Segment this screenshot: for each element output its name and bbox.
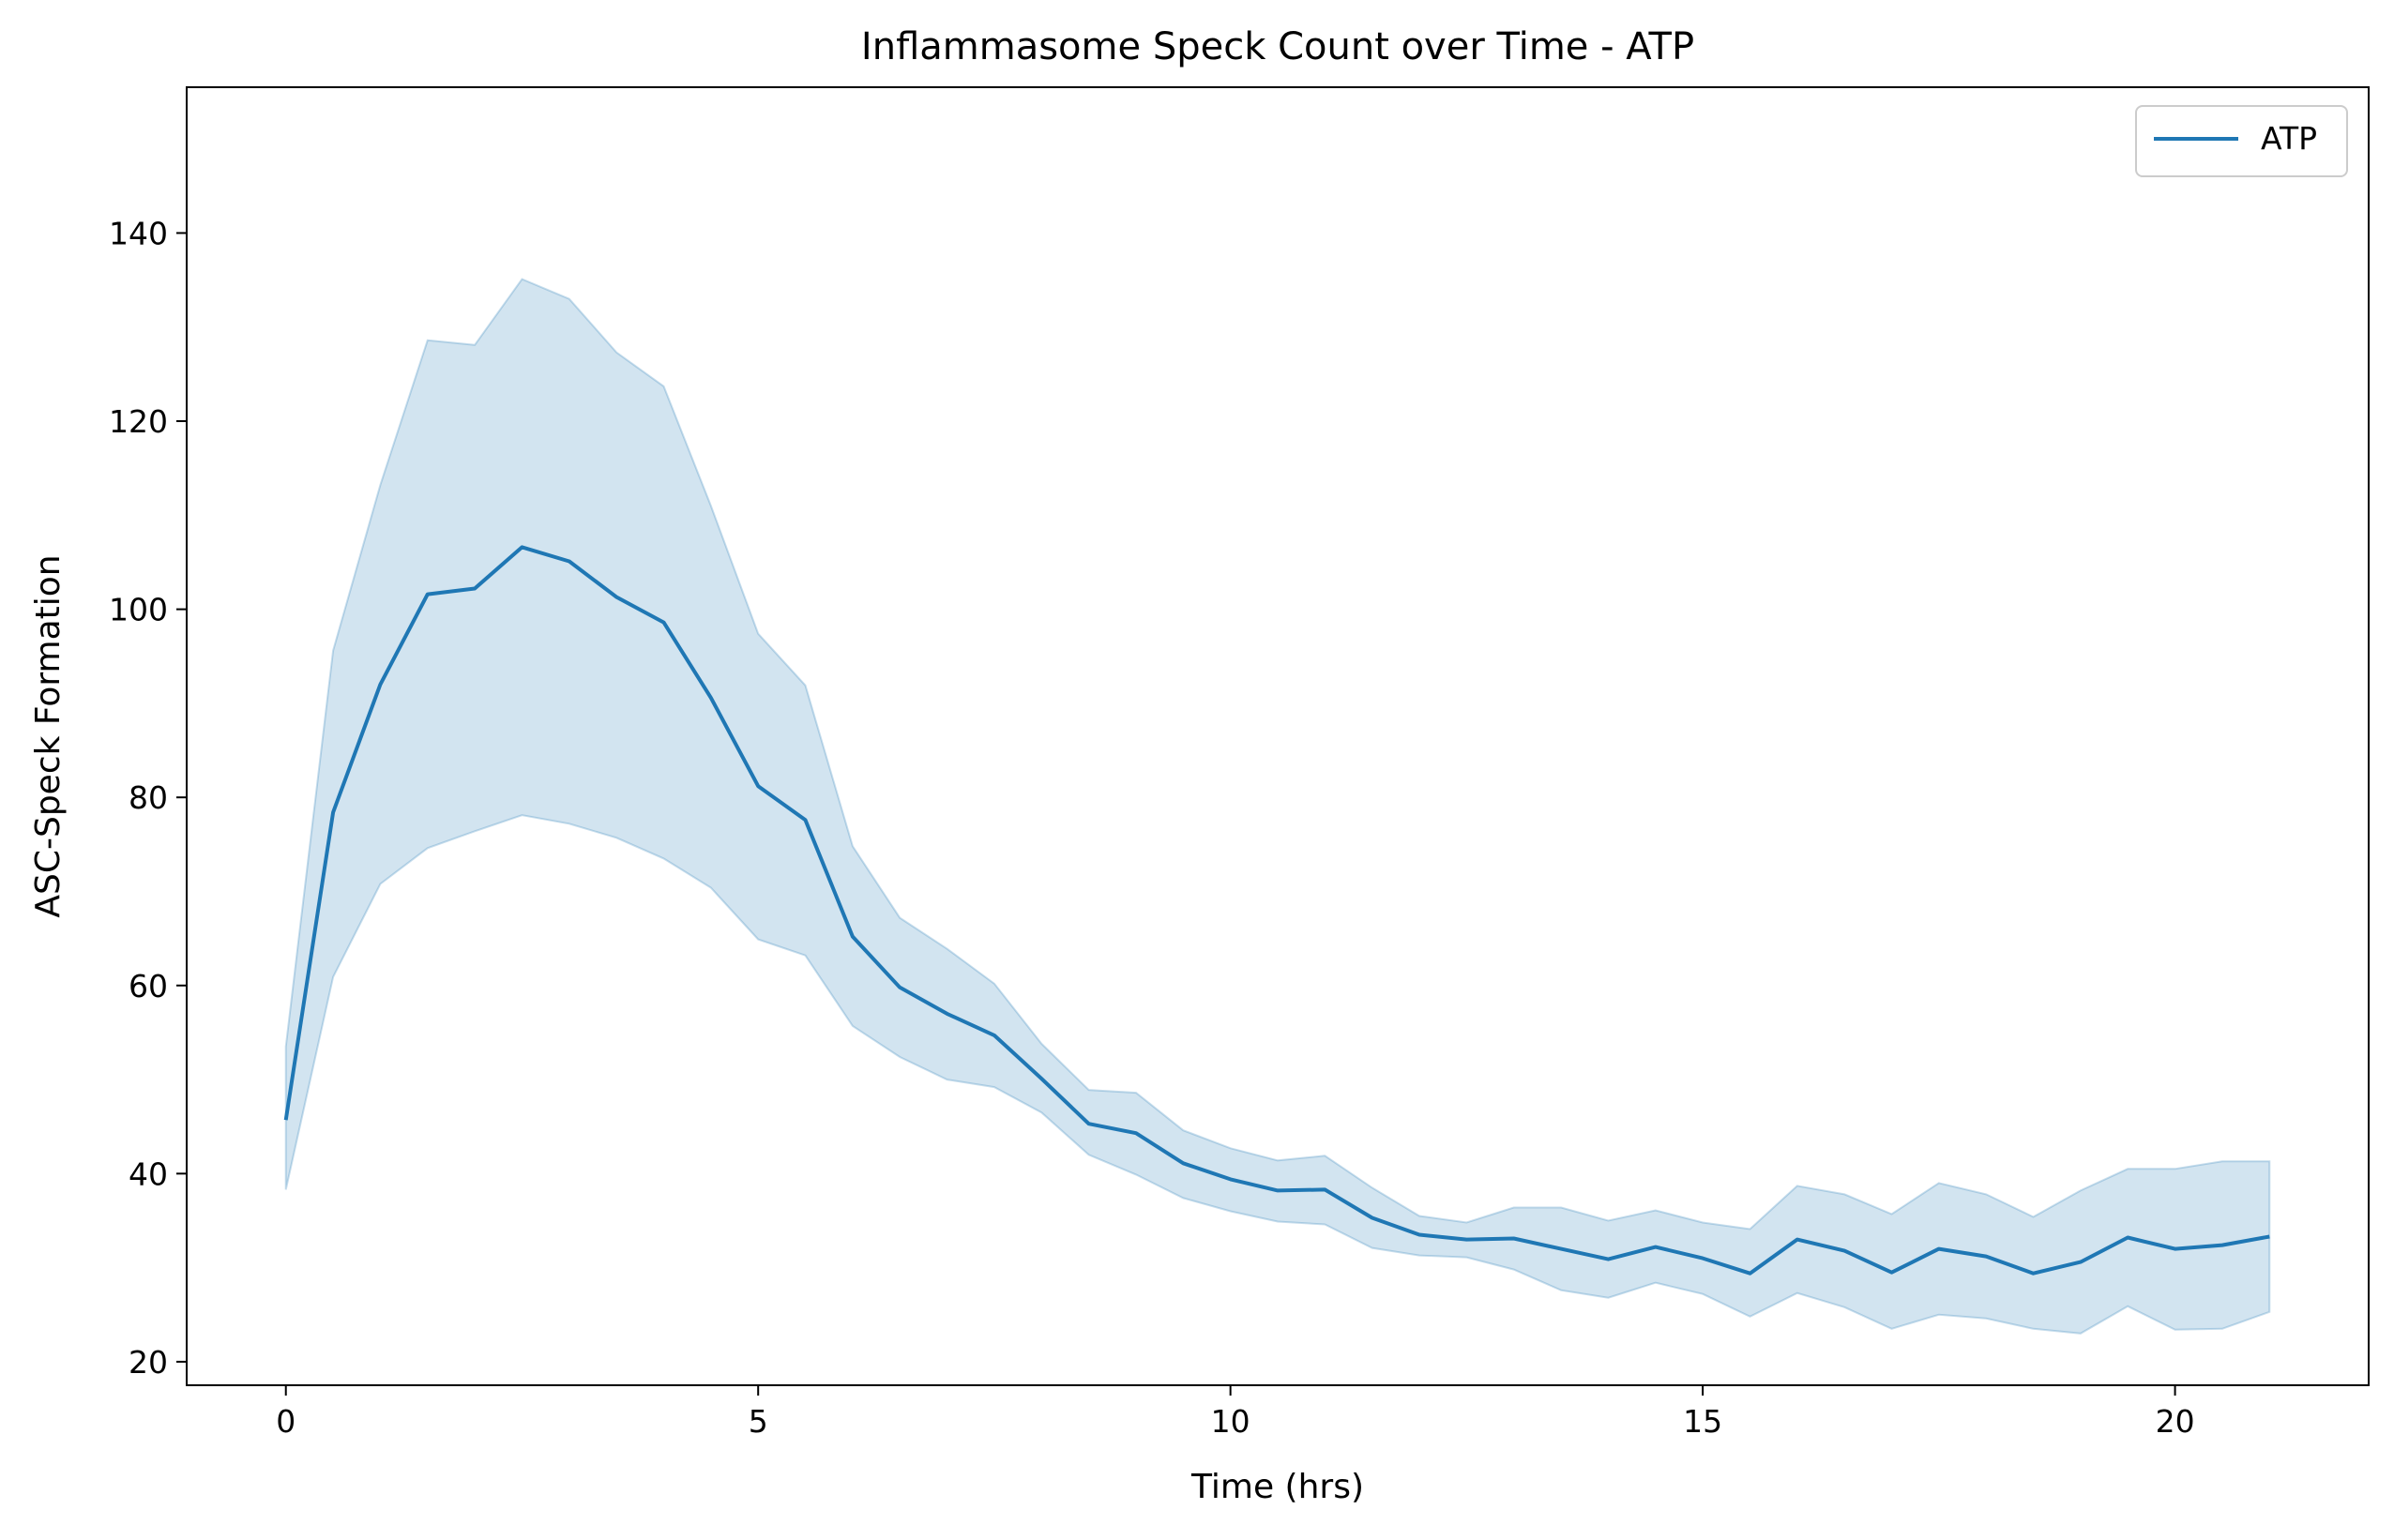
legend: ATP [2135, 105, 2348, 177]
data-point [1134, 1131, 1138, 1135]
data-point [1039, 1077, 1043, 1080]
data-point [1701, 1257, 1705, 1261]
data-point [898, 986, 902, 989]
y-tick-label: 60 [129, 968, 168, 1004]
y-axis-ticks: 20 40 60 80 100 120 140 [109, 215, 187, 1381]
series-line-atp [283, 545, 2270, 1276]
data-point [426, 593, 430, 596]
data-point [1654, 1246, 1658, 1249]
x-tick-label: 20 [2156, 1403, 2195, 1440]
data-point [2032, 1272, 2036, 1276]
data-point [709, 696, 713, 700]
data-point [568, 560, 571, 564]
data-point [756, 784, 760, 788]
data-point [2079, 1261, 2083, 1264]
y-tick-label: 140 [109, 215, 168, 251]
y-tick-label: 20 [129, 1344, 168, 1381]
legend-box [2135, 105, 2348, 177]
data-point [851, 935, 855, 939]
data-point [2267, 1235, 2271, 1239]
data-point [1087, 1122, 1091, 1125]
x-tick-label: 15 [1683, 1403, 1722, 1440]
y-tick-label: 40 [129, 1155, 168, 1192]
data-point [614, 596, 618, 599]
data-point [378, 683, 382, 687]
data-point [284, 1118, 288, 1122]
x-axis-label: Time (hrs) [1190, 1468, 1364, 1506]
data-point [662, 621, 666, 625]
x-tick-label: 5 [749, 1403, 768, 1440]
data-point [2126, 1236, 2129, 1240]
y-tick-label: 100 [109, 592, 168, 628]
data-point [2174, 1247, 2177, 1251]
data-point [1323, 1187, 1326, 1191]
x-tick-label: 0 [276, 1403, 295, 1440]
data-point [331, 810, 335, 814]
data-point [1890, 1271, 1894, 1275]
data-point [804, 818, 808, 822]
data-point [2220, 1244, 2224, 1247]
data-point [1181, 1161, 1185, 1165]
data-point [1606, 1258, 1610, 1261]
data-point [1276, 1188, 1280, 1192]
x-tick-label: 10 [1211, 1403, 1250, 1440]
x-axis-ticks: 0 5 10 15 20 [276, 1385, 2195, 1440]
data-point [1984, 1255, 1988, 1259]
data-point [1796, 1238, 1799, 1242]
confidence-band-atp [284, 278, 2271, 1335]
y-tick-label: 120 [109, 403, 168, 440]
data-point [1937, 1247, 1941, 1251]
plot-area [283, 278, 2271, 1335]
data-point [1512, 1237, 1516, 1241]
data-point [1464, 1238, 1468, 1242]
data-point [992, 1034, 996, 1037]
data-point [1229, 1177, 1233, 1181]
data-point [1559, 1247, 1563, 1251]
data-point [1417, 1233, 1421, 1237]
plot-frame [186, 86, 2370, 1386]
chart-title: Inflammasome Speck Count over Time - ATP [861, 25, 1694, 68]
data-point [521, 545, 524, 549]
y-axis-label: ASC-Speck Formation [29, 554, 68, 917]
data-point [1749, 1272, 1752, 1276]
data-point [1371, 1216, 1374, 1220]
y-tick-label: 80 [129, 779, 168, 816]
legend-label-atp: ATP [2261, 120, 2317, 157]
data-point [946, 1012, 949, 1016]
data-point [473, 587, 477, 591]
data-point [1842, 1249, 1846, 1253]
